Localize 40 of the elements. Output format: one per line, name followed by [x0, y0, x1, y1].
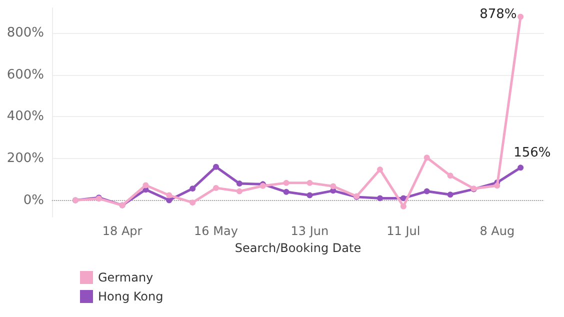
point — [424, 188, 430, 194]
point — [400, 203, 406, 210]
point — [190, 186, 196, 192]
point — [377, 195, 383, 202]
point — [518, 164, 524, 171]
x-tick-label: 11 Jul — [386, 224, 420, 238]
data-label: 156% — [514, 146, 551, 161]
x-tick-label: 8 Aug — [480, 224, 515, 238]
point — [190, 200, 196, 206]
point — [166, 192, 172, 198]
y-tick-label: 0% — [23, 192, 44, 208]
point — [213, 184, 219, 191]
point — [283, 180, 290, 186]
point — [142, 182, 149, 188]
y-tick-label: 600% — [6, 67, 44, 82]
point — [236, 188, 242, 194]
legend-label: Germany — [98, 270, 154, 284]
point — [447, 192, 454, 198]
point — [213, 164, 219, 170]
x-tick-label: 13 Jun — [290, 224, 329, 238]
point — [447, 172, 454, 179]
point — [400, 195, 406, 202]
point — [377, 166, 383, 173]
point — [330, 183, 336, 190]
y-tick-label: 800% — [6, 26, 44, 41]
point — [306, 180, 313, 186]
point — [166, 197, 172, 204]
point — [424, 154, 430, 161]
x-axis-title: Search/Booking Date — [234, 240, 362, 255]
point — [236, 180, 242, 187]
y-tick-label: 200% — [6, 150, 44, 166]
point — [494, 182, 500, 189]
x-tick-label: 18 Apr — [102, 224, 142, 238]
data-label: 878% — [480, 6, 517, 22]
point — [306, 192, 313, 198]
point — [283, 188, 290, 195]
x-tick-label: 16 May — [194, 224, 238, 238]
y-tick-label: 400% — [6, 109, 44, 124]
point — [518, 14, 524, 20]
legend-label: Hong Kong — [98, 290, 164, 304]
